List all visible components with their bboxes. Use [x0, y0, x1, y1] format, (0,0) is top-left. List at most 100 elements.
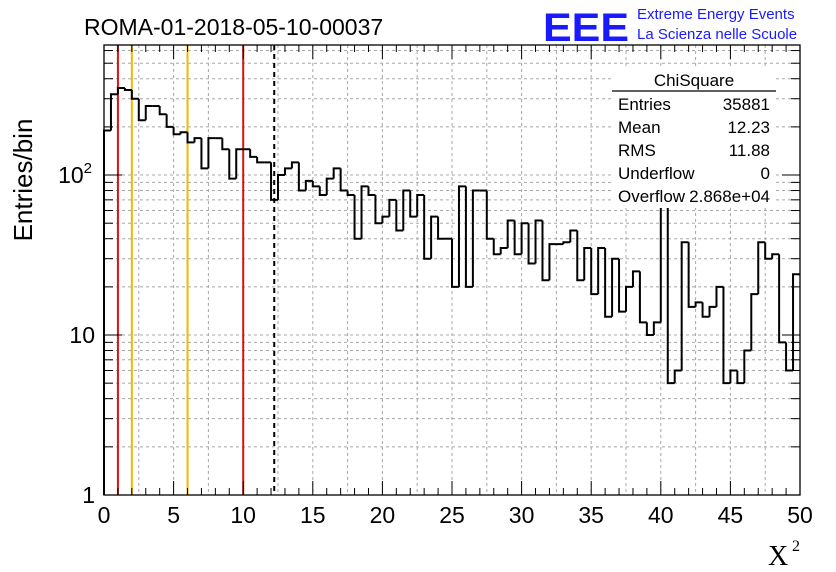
logo-line2: La Scienza nelle Scuole [637, 26, 797, 43]
histogram-bin [506, 219, 515, 248]
x-tick-label: 45 [718, 502, 744, 528]
histogram-bin [513, 220, 522, 256]
histogram-bin [583, 246, 592, 281]
histogram-bin [645, 322, 654, 337]
histogram-bin [499, 246, 508, 255]
histogram-bin [325, 177, 334, 196]
histogram-bin [687, 242, 696, 308]
histogram-bin [750, 293, 759, 351]
histogram-bin [297, 162, 306, 192]
histogram-bin [346, 190, 355, 197]
histogram-bin [367, 186, 376, 197]
histogram-bin [680, 241, 689, 371]
histogram-bin [304, 179, 313, 191]
run-title: ROMA-01-2018-05-10-00037 [84, 14, 383, 40]
histogram-bin [179, 131, 188, 135]
histogram-bin [708, 305, 717, 317]
reference-lines [116, 45, 276, 495]
y-axis-ticks: 1 10 102 [58, 50, 800, 508]
logo-eee: EEE [543, 6, 629, 50]
x-axis-ticks: 0 5 10 15 20 25 30 35 40 45 50 [98, 45, 813, 528]
x-tick-label: 30 [509, 502, 535, 528]
histogram-bin [492, 238, 501, 256]
histogram-bin [569, 229, 578, 243]
histogram-bin [388, 198, 397, 217]
y-tick-label: 102 [58, 160, 92, 188]
stats-value-mean: 12.23 [727, 118, 770, 137]
stats-value-entries: 35881 [723, 95, 770, 114]
histogram-bin [339, 168, 348, 192]
histogram-bin [109, 93, 118, 131]
histogram-bin [673, 369, 682, 384]
stats-label-underflow: Underflow [618, 164, 695, 183]
histogram-bin [193, 137, 202, 143]
histogram-bin [249, 149, 258, 158]
histogram-bin [402, 189, 411, 231]
stats-label-entries: Entries [618, 95, 671, 114]
histogram-bin [409, 190, 418, 218]
stats-value-overflow: 2.868e+04 [689, 187, 770, 206]
svg-text:2: 2 [792, 538, 800, 555]
histogram-bin [597, 246, 606, 295]
stats-title: ChiSquare [654, 71, 734, 90]
x-tick-label: 35 [578, 502, 604, 528]
stats-value-rms: 11.88 [729, 141, 770, 160]
histogram-bin [743, 349, 752, 384]
histogram-bin [590, 247, 599, 296]
histogram-bin [283, 167, 292, 176]
histogram-bin [666, 199, 675, 385]
stats-value-underflow: 0 [761, 164, 770, 183]
histogram-bin [778, 254, 787, 344]
histogram-bin [290, 161, 299, 169]
histogram-bin [701, 302, 710, 318]
histogram-bin [541, 220, 550, 282]
histogram-bin [771, 253, 780, 259]
histogram-bin [715, 285, 724, 307]
histogram-bin [123, 88, 132, 92]
histogram-bin [332, 167, 341, 179]
y-tick-label: 1 [82, 482, 95, 508]
histogram-bin [207, 137, 216, 169]
histogram-bin [694, 301, 703, 307]
histogram-bin [638, 271, 647, 324]
histogram-bin [353, 195, 362, 240]
histogram-bin [652, 321, 661, 336]
histogram-bin [423, 195, 432, 260]
stats-label-overflow: Overflow [618, 187, 686, 206]
stats-box: ChiSquare Entries 35881 Mean 12.23 RMS 1… [612, 68, 776, 208]
histogram-bin [437, 216, 446, 240]
histogram-bin [186, 132, 195, 144]
histogram-bin [757, 241, 766, 295]
x-tick-label: 0 [98, 502, 111, 528]
histogram-bin [235, 148, 244, 179]
histogram-bin [485, 190, 494, 240]
histogram-bin [534, 219, 543, 264]
histogram-bin [360, 185, 369, 239]
histogram-bin [722, 286, 731, 385]
histogram-bin [172, 126, 181, 136]
histogram-bin [374, 195, 383, 225]
histogram-bin [764, 242, 773, 260]
histogram-bin [611, 257, 620, 317]
histogram-bin [548, 243, 557, 281]
histogram-bin [618, 258, 626, 313]
histogram-bin [625, 285, 633, 312]
histogram-bin [604, 247, 613, 318]
histogram-bin [116, 87, 125, 95]
histogram-bin [527, 223, 536, 265]
histogram-bin [457, 185, 466, 287]
histogram-bin [318, 186, 327, 197]
histogram-bin [381, 215, 390, 224]
histogram-bin [451, 238, 459, 288]
histogram-bin [520, 222, 529, 255]
histogram-bin [416, 194, 425, 217]
histogram-bin [395, 199, 404, 232]
histogram-bin [311, 180, 320, 188]
histogram-bin [103, 129, 111, 495]
histogram-bin [631, 270, 640, 287]
histogram-bin [576, 230, 585, 282]
histogram-bin [277, 174, 285, 200]
histogram-series [103, 87, 800, 495]
histogram-bin [785, 342, 794, 372]
